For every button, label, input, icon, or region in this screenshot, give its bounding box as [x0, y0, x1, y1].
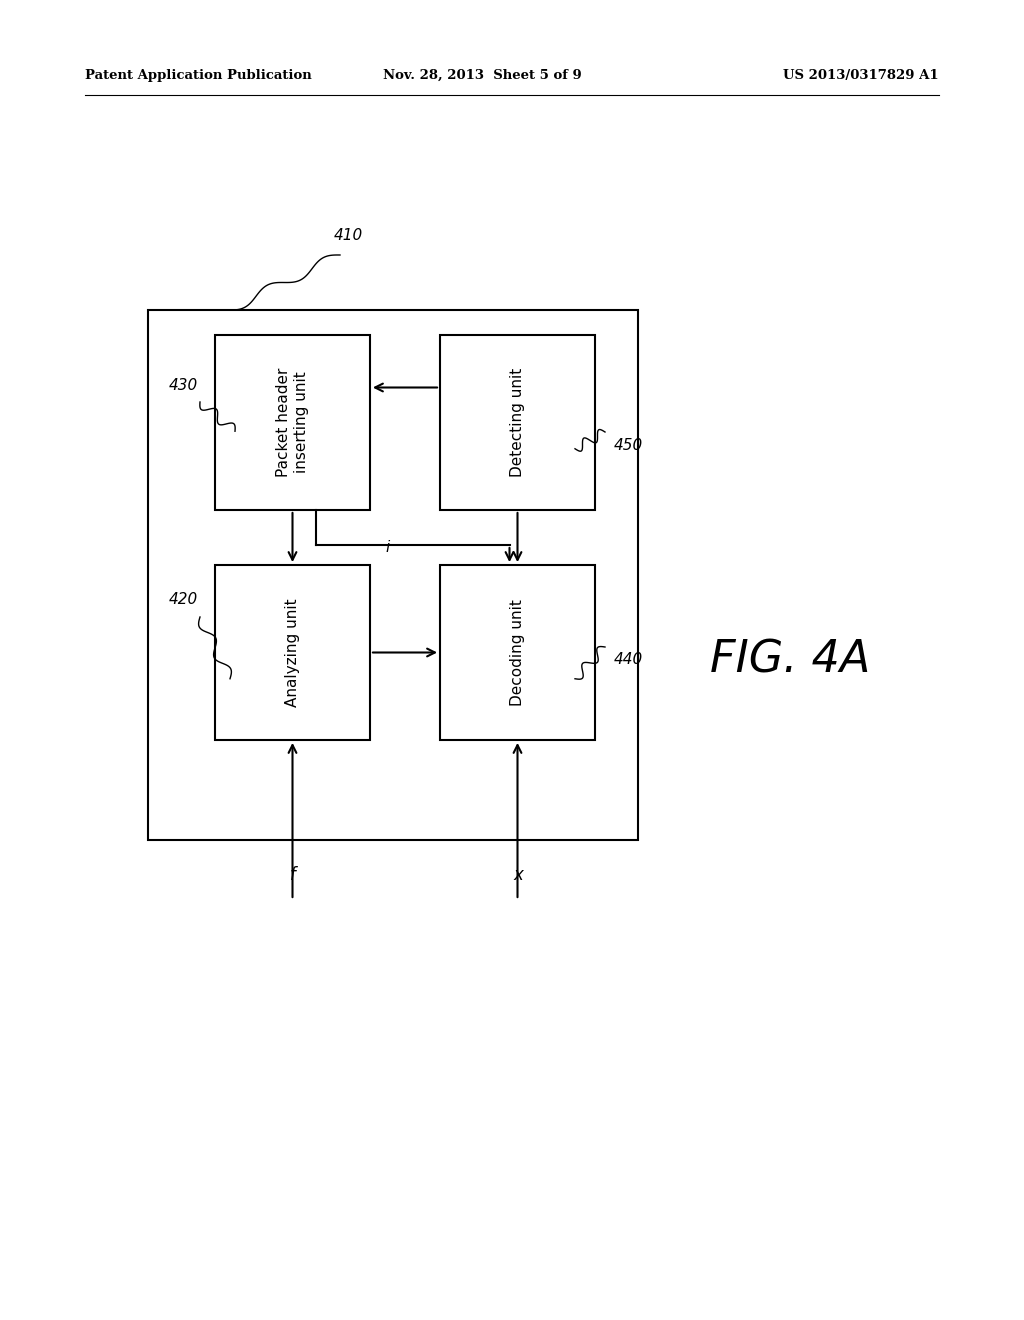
Text: Packet header
inserting unit: Packet header inserting unit — [276, 368, 308, 478]
Text: FIG. 4A: FIG. 4A — [710, 639, 870, 681]
Text: 450: 450 — [613, 437, 643, 453]
Text: f: f — [290, 866, 296, 884]
Text: 440: 440 — [613, 652, 643, 668]
Text: Analyzing unit: Analyzing unit — [285, 598, 300, 706]
Text: 410: 410 — [334, 227, 362, 243]
Text: 420: 420 — [168, 593, 198, 607]
Text: i: i — [386, 540, 390, 556]
Bar — [148, 310, 638, 840]
Text: US 2013/0317829 A1: US 2013/0317829 A1 — [783, 69, 939, 82]
Text: 430: 430 — [168, 378, 198, 392]
Text: Patent Application Publication: Patent Application Publication — [85, 69, 311, 82]
Text: Detecting unit: Detecting unit — [510, 368, 525, 477]
Text: Nov. 28, 2013  Sheet 5 of 9: Nov. 28, 2013 Sheet 5 of 9 — [383, 69, 582, 82]
Bar — [440, 335, 595, 510]
Bar — [215, 565, 370, 741]
Text: Decoding unit: Decoding unit — [510, 599, 525, 706]
Text: x: x — [513, 866, 523, 884]
Bar — [215, 335, 370, 510]
Bar — [440, 565, 595, 741]
